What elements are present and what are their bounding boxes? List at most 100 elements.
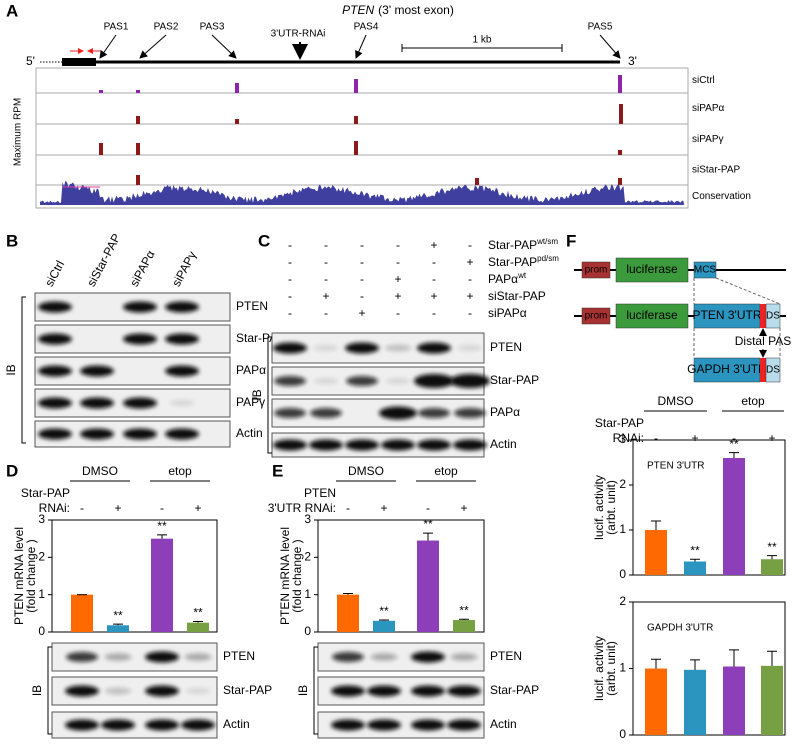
error-bar [690,558,700,562]
factor-label: RNAi: [613,431,644,445]
band [418,408,450,418]
track-peak [475,178,479,185]
blot-label: Actin [236,426,263,440]
condition-sup: pd/sm [537,254,559,263]
pas-label: Distal PAS [735,334,791,348]
sign: - [324,306,328,320]
band [310,408,342,418]
sign: + [430,238,437,252]
band [411,651,445,663]
band [66,652,98,662]
bar [723,458,745,575]
x-tick-label: + [114,501,121,515]
group-label: DMSO [348,464,384,478]
lane-label: siPAPα [127,248,158,289]
sign: - [432,306,436,320]
x-tick-label: - [346,501,350,515]
construct-label: prom [585,311,608,322]
band [274,376,306,386]
band [450,653,478,661]
significance: ** [690,543,700,557]
construct-box [765,303,781,329]
construct-label: DS [766,311,780,322]
track-peak [99,143,103,155]
y-tick-label: 0 [304,624,311,638]
bar [187,622,209,632]
ib-bracket [47,646,52,735]
band [38,333,72,345]
five-prime: 5' [26,54,35,68]
sign: + [322,289,329,303]
sign: - [324,238,328,252]
band [331,719,365,731]
title-rest: (3' most exon) [378,3,454,17]
y-label: (fold change ) [24,539,38,612]
panel-label: F [566,231,576,250]
distal-pas [760,358,766,382]
construct-box [765,357,781,383]
lane-label: siPAPγ [169,249,199,289]
bar [684,669,706,735]
blot-label: PTEN [490,340,522,354]
significance: ** [157,519,167,533]
band [123,333,157,345]
site-arrow [99,34,117,59]
bar [71,594,93,632]
band [181,719,215,731]
x-tick-label: - [732,431,736,445]
sign: - [360,238,364,252]
bar [645,530,667,575]
error-bar [459,618,469,621]
construct-box [581,261,611,279]
panel-label: D [6,461,18,480]
band [38,428,72,440]
y-tick-label: 0 [619,727,626,741]
track-label: siPAPγ [692,134,724,145]
y-tick-label: 0 [619,567,626,581]
error-bar [423,532,433,541]
track-label: siStar-PAP [692,165,740,176]
blot-label: PTEN [236,299,268,313]
band [331,685,365,697]
y-label: (arbt. unit) [604,480,618,535]
bar [417,540,439,632]
track-peak [618,75,622,93]
sign: - [396,306,400,320]
track-peak [99,90,103,93]
ib-bracket [313,646,318,735]
condition-sup: wt/sm [536,237,558,246]
sign: + [358,306,365,320]
construct-label: luciferase [626,308,678,322]
plot-frame [317,519,485,633]
error-bar [729,649,739,667]
error-bar [193,621,203,623]
track-label: siPAPα [692,103,724,114]
group-label: etop [434,464,458,478]
band [385,344,411,352]
sign: - [468,306,472,320]
condition-label: Star-PAPwt/sm [488,237,558,252]
condition-label: siStar-PAP [488,289,546,303]
track-peak [136,116,140,124]
condition-name: siPAPα [488,306,527,320]
plot-frame [51,519,218,633]
significance: ** [729,437,739,451]
track-label: Conservation [692,191,751,202]
band [165,365,199,377]
x-tick-label: - [426,501,430,515]
blot-label: Star-PAP [490,683,539,697]
x-tick-label: - [80,501,84,515]
y-tick-label: 1 [619,522,626,536]
track-peak [136,143,140,155]
lane-label: siStar-PAP [84,231,123,289]
sign: - [288,272,292,286]
error-bar [690,659,700,670]
bar [684,561,706,575]
y-tick-label: 2 [619,477,626,491]
blot-label: Actin [490,437,517,451]
band [345,342,379,354]
band [381,439,415,451]
title-gene: PTEN [342,3,374,17]
sign: - [360,272,364,286]
condition-name: Star-PAP [488,255,537,269]
